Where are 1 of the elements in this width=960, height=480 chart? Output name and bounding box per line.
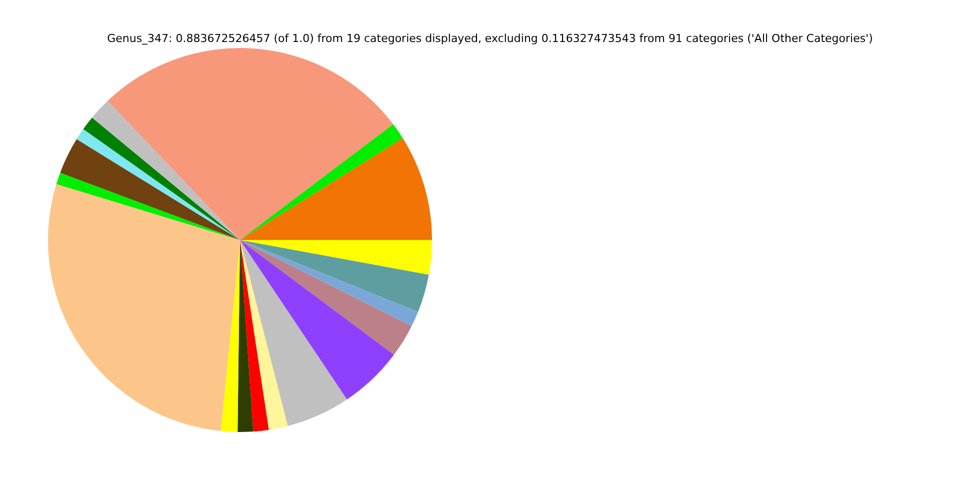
text: Genus_347: 0.883672526457 (of 1.0) from 19 categories displayed, excluding 0.116327473543 from 91 categories ('All Other Categories') bbox=[106, 32, 874, 45]
